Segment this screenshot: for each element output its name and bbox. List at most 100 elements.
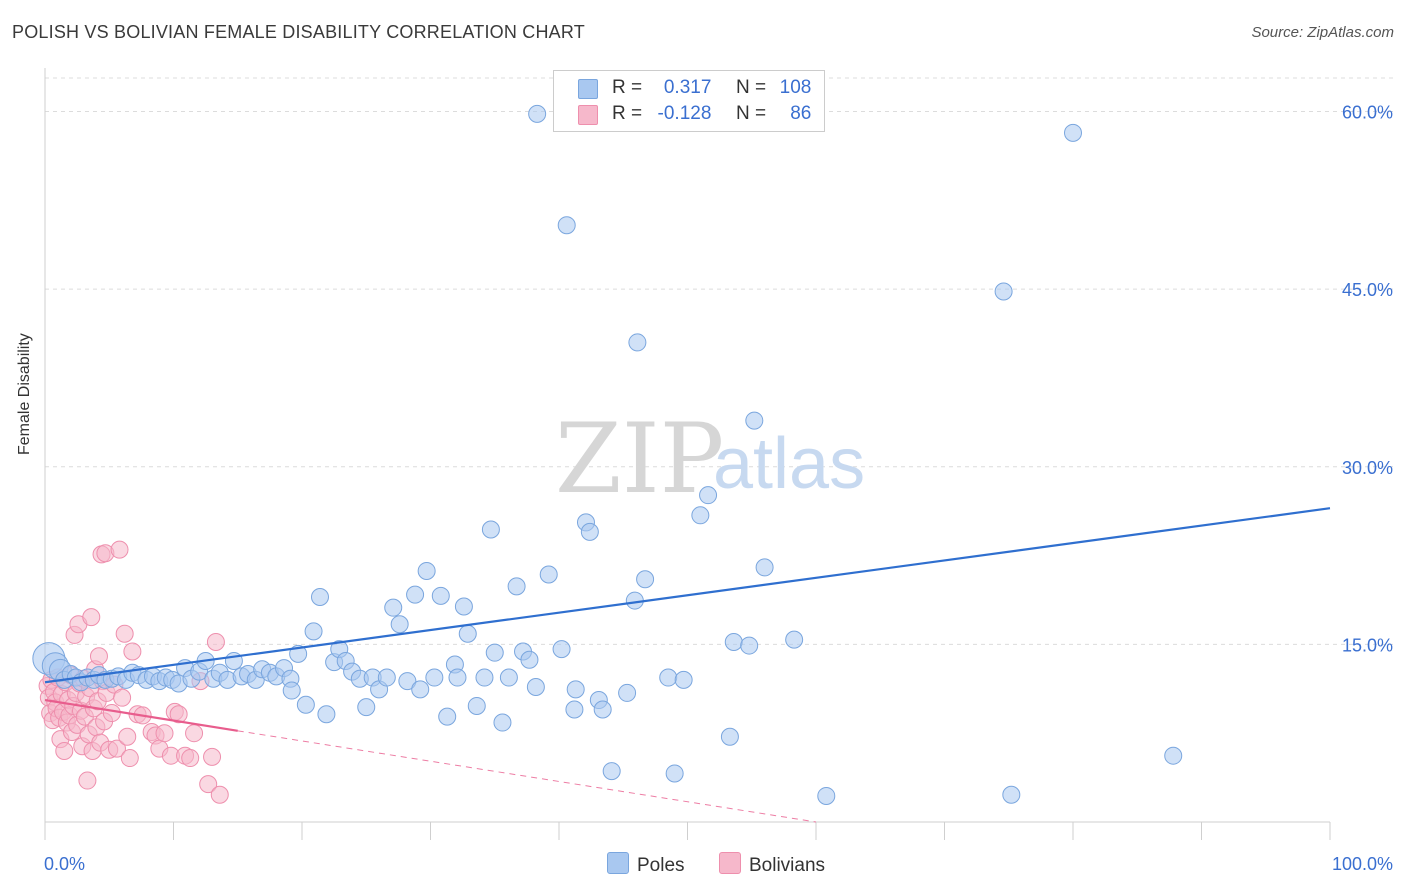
y-tick-label: 60.0% (1342, 103, 1393, 123)
poles-point (357, 698, 376, 717)
poles-point (618, 683, 637, 702)
poles-point (1164, 746, 1183, 765)
legend-text-poles: R = 0.317 N = 108 (612, 77, 811, 99)
bolivians-trend-extension (237, 730, 817, 823)
poles-point (724, 633, 743, 652)
poles-point (528, 104, 547, 123)
poles-point (425, 668, 444, 687)
poles-point (665, 764, 684, 783)
poles-point (785, 630, 804, 649)
poles-point (507, 577, 526, 596)
poles-point (304, 622, 323, 641)
poles-point (659, 668, 678, 687)
bolivians-point (123, 642, 142, 661)
poles-point (317, 705, 336, 724)
poles-point (417, 561, 436, 580)
poles-point (520, 650, 539, 669)
bottom-legend-swatch-poles (607, 852, 629, 874)
legend-poles-n: 108 (779, 77, 812, 98)
poles-point (448, 668, 467, 687)
poles-point (817, 786, 836, 805)
legend-r-label: R = (612, 103, 643, 124)
poles-point (699, 486, 718, 505)
bolivians-point (102, 704, 121, 723)
x-tick-label-min: 0.0% (44, 854, 85, 874)
poles-point (566, 680, 585, 699)
trend-lines (44, 507, 1331, 823)
bolivians-point (181, 749, 200, 768)
x-tick-labels: 0.0% 100.0% (44, 854, 1393, 874)
poles-point (390, 615, 409, 634)
legend-poles-r: 0.317 (663, 77, 712, 98)
poles-point (499, 668, 518, 687)
bolivians-point (185, 724, 204, 743)
bolivians-point (155, 724, 174, 743)
poles-point (454, 597, 473, 616)
poles-point (602, 762, 621, 781)
poles-point (411, 680, 430, 699)
bolivians-point (89, 647, 108, 666)
poles-point (398, 672, 417, 691)
bolivians-point (107, 739, 126, 758)
bolivians-point (169, 705, 188, 724)
watermark-zip: ZIP (555, 403, 724, 515)
bottom-legend-poles: Poles (607, 852, 685, 877)
poles-point (1064, 123, 1082, 142)
poles-point (755, 558, 774, 577)
bolivians-point (210, 785, 229, 804)
y-axis-label: Female Disability (16, 333, 33, 455)
poles-point (467, 696, 486, 715)
legend-swatch-bolivians (578, 105, 598, 125)
poles-point (691, 506, 710, 525)
poles-point (593, 700, 612, 719)
bolivians-point (78, 771, 97, 790)
poles-point (552, 640, 571, 659)
poles-point (493, 713, 512, 732)
bolivians-trend-line (44, 698, 238, 732)
poles-point (565, 700, 584, 719)
x-tick-label-max: 100.0% (1332, 854, 1393, 874)
y-tick-label: 45.0% (1342, 280, 1393, 300)
poles-point (740, 636, 759, 655)
poles-point (628, 333, 647, 352)
bolivians-point (120, 749, 139, 768)
legend-bolivians-r: -0.128 (657, 103, 712, 124)
poles-point (636, 570, 655, 589)
y-tick-labels: 15.0% 30.0% 45.0% 60.0% (1342, 103, 1393, 656)
poles-point (431, 586, 450, 605)
grid-lines (45, 77, 1394, 645)
bolivians-point (82, 608, 101, 627)
y-tick-label: 15.0% (1342, 635, 1393, 655)
legend-n-label: N = (735, 103, 767, 124)
poles-point (438, 707, 457, 726)
poles-trend-line (44, 507, 1331, 684)
poles-point (282, 681, 301, 700)
bolivians-point (118, 727, 137, 746)
bolivians-point (199, 775, 218, 794)
poles-point (485, 643, 504, 662)
poles-point (481, 520, 500, 539)
poles-point (539, 565, 558, 584)
bolivians-point (110, 540, 129, 559)
legend-r-label: R = (612, 77, 643, 98)
poles-point (720, 727, 739, 746)
poles-point (1002, 785, 1021, 804)
correlation-legend: R = 0.317 N = 108 R = -0.128 N = 86 (553, 70, 825, 132)
legend-text-bolivians: R = -0.128 N = 86 (612, 103, 811, 125)
poles-point (557, 216, 576, 235)
poles-point (296, 695, 315, 714)
poles-point (458, 624, 477, 643)
bottom-legend-bolivians: Bolivians (719, 852, 825, 877)
bottom-legend-label-bolivians: Bolivians (749, 855, 826, 876)
bottom-legend-swatch-bolivians (719, 852, 741, 874)
watermark: ZIP atlas (555, 403, 865, 515)
poles-point (310, 588, 329, 607)
legend-swatch-poles (578, 79, 598, 99)
chart-title: POLISH VS BOLIVIAN FEMALE DISABILITY COR… (12, 22, 585, 42)
bolivians-point (115, 624, 134, 643)
source-credit: Source: ZipAtlas.com (1251, 24, 1394, 41)
poles-point (994, 282, 1013, 301)
poles-point (377, 668, 396, 687)
watermark-atlas: atlas (713, 424, 865, 504)
bolivians-point (113, 688, 132, 707)
